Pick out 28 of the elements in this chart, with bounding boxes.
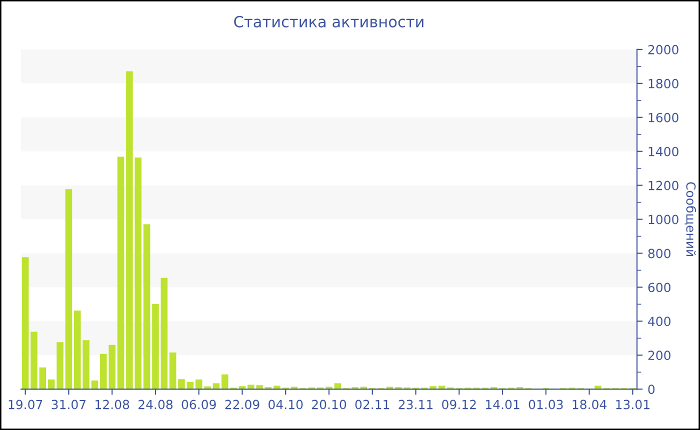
x-tick-label: 22.09 [225,400,260,410]
x-tick-label: 31.07 [52,400,86,410]
y-tick-label: 1200 [648,180,678,190]
x-tick-label: 01.03 [528,400,563,410]
y-tick-label: 600 [648,282,670,292]
x-tick-label: 24.08 [138,400,173,410]
y-tick-label: 1800 [648,78,678,88]
x-tick-label: 19.07 [8,400,42,410]
chart-title: Статистика активности [234,16,424,28]
y-tick-label: 1000 [648,214,678,224]
y-tick-label: 200 [648,350,670,360]
y-axis-title: Сообщений [684,182,696,256]
y-tick-label: 1400 [648,146,678,156]
x-tick-label: 06.09 [182,400,216,410]
y-tick-label: 1600 [648,112,678,122]
x-tick-label: 13.01 [616,400,650,410]
x-tick-label: 04.10 [268,400,303,410]
x-tick-label: 20.10 [312,400,346,410]
y-tick-label: 2000 [648,44,678,54]
y-tick-label: 0 [648,384,655,394]
x-tick-label: 23.11 [398,400,432,410]
x-tick-label: 12.08 [96,400,130,410]
x-tick-label: 09.12 [442,400,476,410]
y-tick-label: 800 [648,248,670,258]
y-tick-label: 400 [648,316,670,326]
x-tick-label: 18.04 [572,400,606,410]
x-tick-label: 02.11 [355,400,390,410]
x-tick-label: 14.01 [486,400,520,410]
